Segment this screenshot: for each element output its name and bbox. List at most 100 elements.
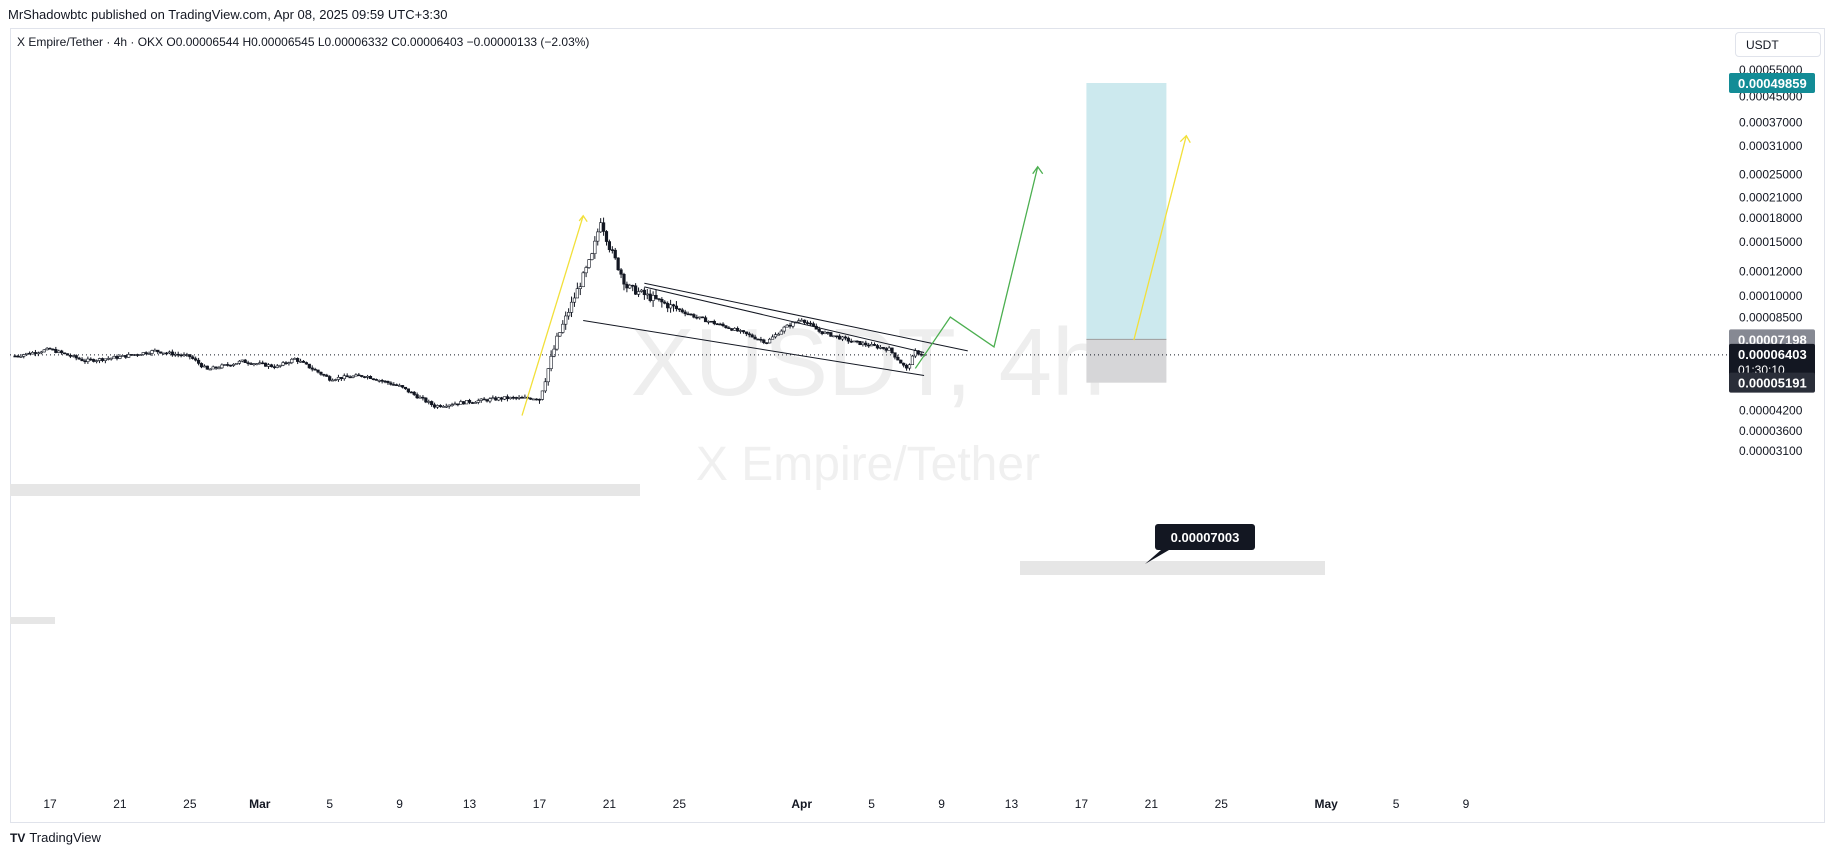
candle-body: [100, 358, 105, 361]
currency-selector[interactable]: USDT: [1735, 32, 1821, 57]
channel-upper-line[interactable]: [644, 282, 968, 352]
candle-body: [418, 396, 422, 399]
candle-body: [36, 352, 40, 355]
past-pump-arrowhead[interactable]: [578, 214, 588, 223]
y-tick-label: 0.00015000: [1739, 235, 1803, 249]
candle-body: [733, 328, 737, 331]
candle-body: [447, 404, 451, 407]
candle-body: [272, 366, 276, 368]
channel-upper-inner-line[interactable]: [644, 286, 925, 353]
candle-body: [214, 366, 218, 369]
candle-body: [39, 351, 43, 354]
candle-body: [51, 348, 55, 351]
candle-body: [342, 375, 346, 380]
stop-zone[interactable]: [1086, 339, 1167, 383]
candle-body: [205, 365, 209, 370]
price-axis[interactable]: 0.000550000.000450000.000370000.00031000…: [1739, 63, 1803, 458]
profit-zone[interactable]: [1086, 82, 1167, 340]
candle-body: [325, 374, 329, 377]
candle-body: [849, 340, 853, 343]
candle-body: [648, 293, 652, 301]
candle-body: [537, 398, 542, 401]
candle-body: [899, 359, 903, 364]
candle-body: [730, 328, 734, 331]
candle-body: [48, 347, 52, 350]
drawings[interactable]: 0.00007003: [10, 134, 1730, 564]
candle-body: [357, 374, 361, 377]
candle-body: [389, 382, 393, 385]
candle-body: [613, 249, 617, 259]
candle-body: [284, 362, 288, 364]
candle-body: [479, 398, 483, 401]
candle-body: [374, 379, 378, 381]
candle-body: [651, 295, 655, 301]
candle-body: [307, 363, 311, 369]
candle-body: [485, 399, 489, 402]
candle-body: [392, 384, 396, 386]
candle-body: [296, 358, 300, 362]
candle-body: [695, 316, 699, 319]
projection-path-green[interactable]: [914, 166, 1039, 369]
x-tick-label: 25: [183, 797, 197, 811]
candle-body: [736, 328, 740, 332]
target-arrow-yellow[interactable]: [1133, 135, 1187, 341]
candle-body: [226, 364, 230, 366]
candle-body: [677, 308, 681, 311]
candle-body: [162, 352, 166, 355]
candle-body: [427, 401, 431, 403]
candle-body: [628, 284, 632, 289]
candle-body: [601, 222, 606, 232]
callout-box[interactable]: [1155, 524, 1255, 550]
candle-body: [738, 330, 743, 332]
candle-body: [328, 376, 332, 381]
target-arrowhead-yellow[interactable]: [1179, 134, 1191, 143]
candle-body: [57, 350, 61, 353]
candle-body: [351, 375, 355, 378]
candle-body: [127, 354, 131, 358]
candle-body: [689, 313, 693, 316]
candle-body: [229, 364, 233, 367]
candle-body: [298, 360, 303, 363]
candle-body: [607, 241, 612, 250]
channel-lower-line[interactable]: [583, 320, 925, 377]
candle-body: [191, 356, 195, 359]
candle-body: [237, 360, 241, 364]
candle-body: [904, 364, 909, 369]
candle-body: [843, 336, 848, 339]
y-tick-label: 0.00003600: [1739, 424, 1803, 438]
candle-body: [380, 380, 384, 382]
candle-body: [45, 347, 49, 351]
candle-body: [686, 313, 690, 316]
candle-body: [156, 349, 160, 353]
candle-body: [639, 289, 644, 292]
candle-body: [887, 347, 891, 351]
candle-body: [482, 398, 486, 401]
candle-body: [590, 253, 594, 260]
candle-body: [112, 356, 116, 359]
candle-body: [173, 353, 177, 356]
candle-body: [60, 350, 64, 354]
time-axis[interactable]: 17 21 25 Mar 5 9 13 17 21 25 Apr 5 9 13 17 21 25 May 5 9: [43, 797, 1469, 811]
watermark-symbol: XUSDT, 4h: [631, 309, 1106, 416]
y-tick-label: 0.00031000: [1739, 139, 1803, 153]
projection-arrowhead-green[interactable]: [1032, 165, 1044, 175]
candle-body: [502, 396, 507, 400]
candle-body: [683, 311, 687, 315]
candle-body: [564, 315, 568, 325]
candle-body: [261, 362, 265, 365]
candle-body: [884, 348, 888, 351]
candle-body: [826, 331, 830, 334]
candle-body: [476, 400, 480, 403]
past-pump-arrow[interactable]: [521, 215, 584, 416]
candle-body: [77, 357, 81, 360]
candle-body: [223, 364, 227, 366]
candle-body: [514, 397, 518, 399]
candle-body: [377, 380, 381, 382]
candle-body: [336, 377, 341, 380]
long-position-tool[interactable]: [1086, 82, 1167, 383]
candle-body: [62, 352, 67, 355]
tradingview-footer: TV TradingView: [10, 830, 101, 845]
candle-body: [456, 403, 460, 406]
x-tick-label: May: [1314, 797, 1338, 811]
